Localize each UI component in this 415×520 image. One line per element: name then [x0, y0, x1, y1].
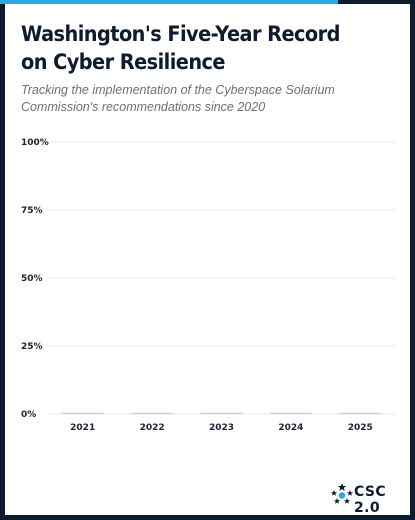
y-tick-label: 50% — [21, 274, 43, 284]
y-axis-ticks: 0% 25% 50% 75% 100% — [21, 138, 49, 420]
stars-emblem-icon — [330, 483, 354, 504]
chart-title: Washington's Five-Year Record on Cyber R… — [21, 22, 340, 74]
bars — [61, 412, 382, 414]
top-bar — [0, 0, 415, 4]
y-tick-label: 0% — [21, 410, 36, 420]
x-tick-label: 2024 — [278, 423, 303, 433]
bar-2024 — [269, 412, 312, 414]
top-bar-accent — [0, 0, 338, 4]
csc-logo: CSC 2.0 — [330, 480, 405, 516]
x-tick-label: 2023 — [209, 423, 234, 433]
y-tick-label: 75% — [21, 206, 43, 216]
x-tick-label: 2021 — [70, 423, 95, 433]
x-axis-ticks: 2021 2022 2023 2024 2025 — [70, 423, 373, 433]
x-tick-label: 2025 — [348, 423, 373, 433]
bar-2025 — [339, 412, 382, 414]
logo-text: CSC 2.0 — [354, 484, 387, 516]
chart-subtitle: Tracking the implementation of the Cyber… — [21, 83, 335, 114]
y-tick-label: 100% — [21, 138, 49, 148]
gridlines — [48, 141, 395, 415]
bar-2023 — [200, 412, 243, 414]
y-tick-label: 25% — [21, 342, 43, 352]
bar-2022 — [131, 412, 174, 414]
x-tick-label: 2022 — [140, 423, 165, 433]
bar-2021 — [61, 412, 104, 414]
